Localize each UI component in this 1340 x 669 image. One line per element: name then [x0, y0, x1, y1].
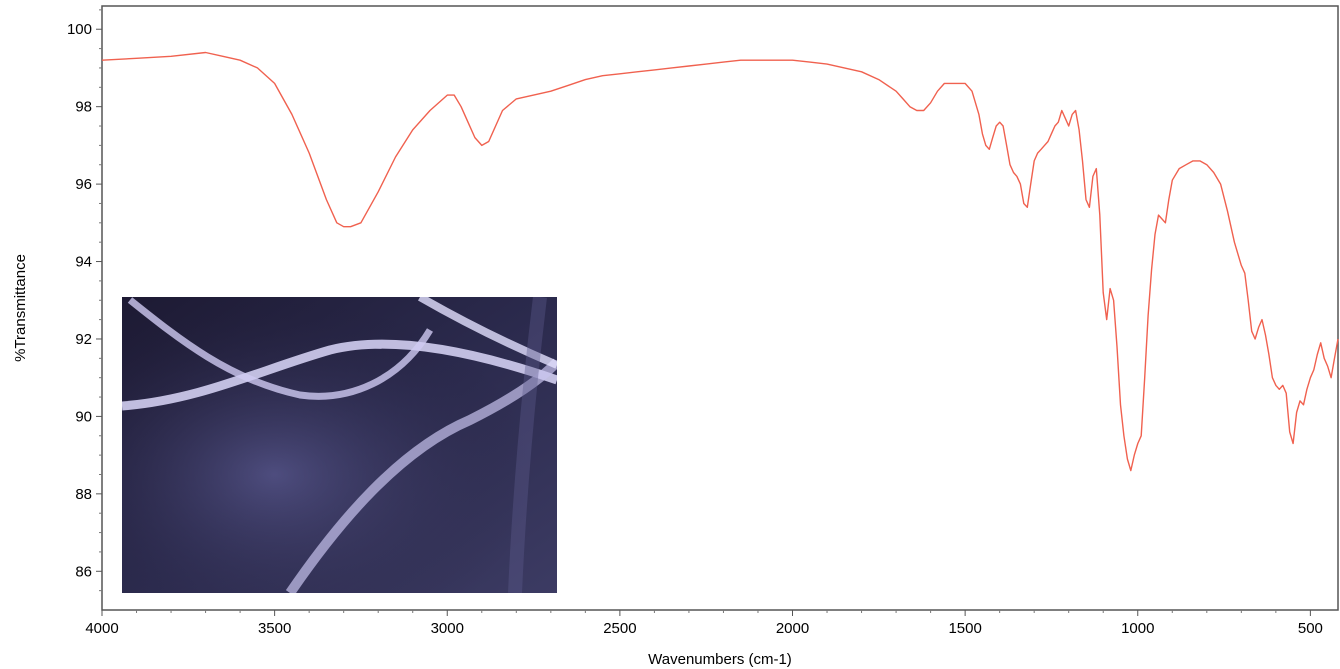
x-tick-label: 4000 [85, 620, 118, 637]
y-axis: 86 88 90 92 94 96 98 100 [67, 9, 102, 592]
y-tick-label: 98 [75, 99, 92, 116]
fiber-1 [122, 339, 557, 411]
y-tick-label: 94 [75, 254, 92, 271]
y-tick-label: 90 [75, 408, 92, 425]
series-line-0 [101, 51, 1339, 472]
fiber-2 [127, 297, 434, 400]
fiber-4 [418, 297, 557, 369]
x-tick-label: 500 [1298, 620, 1323, 637]
x-tick-label: 2000 [776, 620, 809, 637]
x-tick-label: 1000 [1121, 620, 1154, 637]
fiber-3 [285, 358, 557, 593]
y-tick-label: 92 [75, 331, 92, 348]
x-tick-label: 2500 [603, 620, 636, 637]
inset-micrograph [122, 297, 557, 593]
x-tick-label: 1500 [948, 620, 981, 637]
x-tick-label: 3500 [258, 620, 291, 637]
x-axis: 4000 3500 3000 2500 2000 1500 1000 500 [85, 610, 1323, 637]
y-axis-title: %Transmittance [12, 254, 29, 362]
plot-frame [101, 5, 1339, 611]
x-axis-title: Wavenumbers (cm-1) [648, 651, 792, 668]
y-tick-label: 88 [75, 486, 92, 503]
y-tick-label: 96 [75, 176, 92, 193]
y-tick-label: 86 [75, 563, 92, 580]
x-tick-label: 3000 [431, 620, 464, 637]
fiber-5 [508, 297, 547, 593]
series-group [101, 51, 1339, 472]
y-tick-label: 100 [67, 21, 92, 38]
